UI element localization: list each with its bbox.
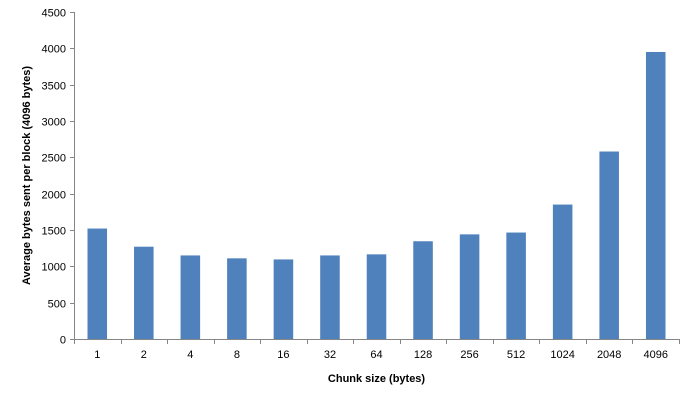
bar-2048	[599, 151, 619, 339]
x-tick-label: 2	[141, 349, 147, 361]
bar-128	[413, 241, 433, 339]
x-tick-label: 4	[187, 349, 193, 361]
bar-8	[227, 258, 247, 339]
x-axis-title: Chunk size (bytes)	[328, 373, 426, 385]
y-tick-label: 3500	[42, 81, 66, 93]
x-tick-label: 16	[277, 349, 289, 361]
bar-2	[134, 246, 154, 339]
bar-4	[180, 255, 201, 339]
y-tick-label: 4500	[42, 8, 66, 20]
y-tick-label: 0	[60, 335, 66, 347]
x-tick-label: 8	[234, 349, 240, 361]
y-axis-title: Average bytes sent per block (4096 bytes…	[21, 66, 33, 285]
y-tick-label: 2000	[42, 190, 66, 202]
y-tick-label: 500	[48, 299, 66, 311]
y-tick-label: 1000	[42, 262, 66, 274]
x-tick-label: 32	[324, 349, 336, 361]
y-axis: 0 500 1000 1500 2000 2500 3000 3500 4000 4500	[42, 8, 75, 347]
x-axis: 1 2 4 8 16 32 64 128 256 512 1024 2048 4096	[74, 339, 680, 361]
x-tick-label: 128	[414, 349, 432, 361]
bars	[87, 51, 666, 339]
x-tick-label: 1	[94, 349, 100, 361]
x-tick-label: 64	[370, 349, 382, 361]
bar-256	[459, 234, 480, 339]
y-tick-label: 1500	[42, 226, 66, 238]
y-tick-label: 2500	[42, 153, 66, 165]
bar-64	[366, 254, 387, 339]
bar-1	[87, 228, 108, 339]
x-tick-label: 256	[460, 349, 478, 361]
bar-16	[273, 259, 294, 339]
y-tick-label: 4000	[42, 44, 66, 56]
x-tick-label: 1024	[550, 349, 574, 361]
x-tick-label: 4096	[643, 349, 667, 361]
bar-1024	[552, 204, 573, 339]
x-tick-label: 2048	[597, 349, 621, 361]
bar-32	[320, 255, 340, 339]
bar-512	[506, 232, 526, 339]
y-tick-label: 3000	[42, 117, 66, 129]
bar-4096	[645, 51, 666, 339]
x-tick-label: 512	[507, 349, 525, 361]
